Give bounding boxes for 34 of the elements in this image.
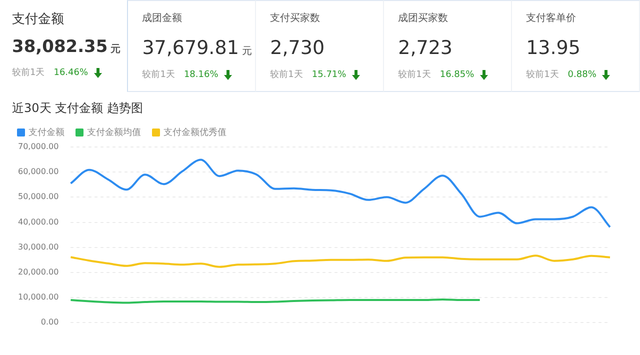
y-tick-label: 20,000.00 [18,268,59,277]
chart-title: 近30天 支付金额 趋势图 [12,100,144,116]
y-tick-label: 50,000.00 [18,192,59,202]
text: 较前1天 [398,68,431,81]
text: 较前1天 [526,68,559,81]
text: 元 [242,46,252,57]
text: 成团买家数 [398,12,450,25]
text: 成团金额 [142,12,184,25]
text: 较前1天 [12,66,45,79]
y-tick-label: 30,000.00 [18,242,59,252]
text: 支付买家数 [270,12,322,25]
y-tick-label: 70,000.00 [18,142,59,152]
text: 18.16% [184,70,218,80]
text: 2,730 [270,37,326,59]
text: 2,723 [398,37,454,59]
y-tick-label: 40,000.00 [18,217,59,226]
text: 较前1天 [142,68,175,81]
text: 元 [110,44,121,55]
text: 37,679.81 [142,37,239,59]
y-tick-label: 10,000.00 [18,292,59,302]
text: 38,082.35 [12,37,108,57]
y-tick-label: 0.00 [40,318,59,327]
legend-label: 支付金额优秀值 [164,126,226,138]
text: 16.85% [440,70,474,80]
legend-label: 支付金额均值 [87,126,141,138]
text: 0.88% [568,70,596,80]
text: 13.95 [526,37,582,59]
text: 支付金额 [12,11,65,28]
text: 15.71% [312,70,346,80]
text: 较前1天 [270,68,303,81]
text: 16.46% [54,68,88,78]
legend-label: 支付金额 [28,126,64,138]
text: 支付客单价 [526,12,578,25]
y-tick-label: 60,000.00 [18,167,59,176]
